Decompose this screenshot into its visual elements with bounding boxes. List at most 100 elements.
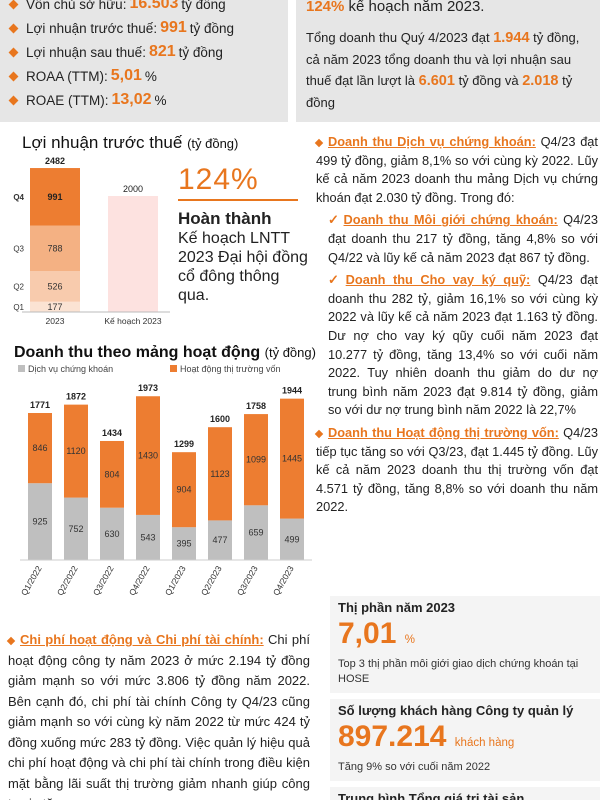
x-tick-label: Q4/2022 (127, 564, 152, 597)
x-tick-label: Q3/2022 (91, 564, 116, 597)
total-label: 1434 (102, 428, 122, 438)
section-heading: Doanh thu Môi giới chứng khoán: (343, 212, 558, 228)
kpi-suffix: % (144, 68, 157, 84)
section-body: Q4/23 đạt doanh thu 217 tỷ đồng, tăng 4,… (328, 212, 598, 265)
diamond-bullet-icon (314, 429, 324, 439)
kpi-profit-after-tax: Lợi nhuận sau thuế: 821 tỷ đồng (8, 40, 278, 64)
x-tick-label: Q2/2023 (199, 564, 224, 597)
stat-suffix: % (404, 634, 415, 646)
kpi-value: 16.503 (129, 0, 179, 12)
cost-body: Chi phí hoạt động công ty năm 2023 ở mức… (8, 632, 310, 800)
bar-securities-services (136, 514, 160, 560)
total-label: 1600 (210, 414, 230, 424)
total-label: 1758 (246, 401, 266, 411)
stat-value: 7,01 (338, 617, 397, 650)
kpi-label: Vốn chủ sở hữu: (26, 0, 127, 12)
kpi-label: ROAE (TTM): (26, 92, 109, 108)
revenue-details: Doanh thu Dịch vụ chứng khoán: Q4/23 đạt… (314, 133, 598, 521)
data-label: 543 (140, 532, 155, 542)
bar-securities-services (28, 483, 52, 560)
legend-swatch (170, 365, 177, 372)
data-label: 1120 (66, 446, 85, 456)
kpi-value: 5,01 (110, 67, 142, 84)
total-assets-stat: Trung bình Tổng giá trị tài sản (330, 787, 600, 800)
completion-text: Kế hoạch LNTT 2023 Đại hội đồng cổ đông … (178, 230, 308, 304)
data-label: 1123 (210, 469, 229, 479)
stat-value-row: 897.214 khách hàng (338, 720, 592, 760)
summary-box: 124% kế hoạch năm 2023. Tổng doanh thu Q… (296, 0, 600, 122)
diamond-bullet-icon (8, 23, 19, 33)
q4-revenue-value: 1.944 (493, 30, 530, 46)
summary-text: tỷ đồng và (458, 73, 519, 88)
data-label: 788 (47, 243, 62, 253)
kpi-equity: Vốn chủ sở hữu: 16.503 tỷ đồng (8, 0, 278, 16)
chart-title-text: Lợi nhuận trước thuế (22, 133, 183, 152)
total-label: 1944 (282, 386, 302, 396)
profit-bar-segment (30, 301, 80, 312)
bar-capital-markets (208, 427, 232, 521)
total-label: 1872 (66, 392, 86, 402)
segment-chart: Dịch vụ chứng khoán Hoạt động thị trường … (18, 364, 312, 597)
data-label: 1099 (246, 455, 266, 465)
x-tick-label: Q1/2022 (19, 564, 44, 597)
data-label: 177 (47, 302, 62, 312)
diamond-bullet-icon (8, 47, 19, 57)
total-label: 1973 (138, 383, 158, 393)
kpi-suffix: tỷ đồng (189, 20, 235, 36)
profit-bar-segment (30, 225, 80, 272)
x-tick-label: Q2/2022 (55, 564, 80, 597)
chart-unit: (tỷ đồng) (187, 136, 239, 151)
kpi-suffix: % (154, 92, 167, 108)
kpi-suffix: tỷ đồng (181, 0, 226, 12)
capital-markets-section: Doanh thu Hoạt động thị trường vốn: Q4/2… (314, 424, 598, 517)
chart-title-text: Doanh thu theo mảng hoạt động (14, 344, 261, 361)
x-tick-label: Q3/2023 (235, 564, 260, 597)
data-label: 846 (32, 443, 47, 453)
check-icon: ✓ (328, 212, 341, 228)
summary-text: tỷ đồng (306, 73, 573, 110)
profit-chart-title: Lợi nhuận trước thuế (tỷ đồng) (22, 133, 238, 153)
bar-capital-markets (28, 413, 52, 484)
kpi-label: ROAA (TTM): (26, 68, 108, 84)
cost-section: Chi phí hoạt động và Chi phí tài chính: … (6, 630, 310, 800)
year-revenue-value: 6.601 (418, 73, 455, 89)
divider (178, 199, 298, 201)
section-body: Q4/23 đạt doanh thu 282 tỷ, giảm 16,1% s… (328, 272, 598, 418)
total-label: 2482 (45, 156, 65, 166)
kpi-label: Lợi nhuận sau thuế: (26, 44, 146, 60)
kpi-label: Lợi nhuận trước thuế: (26, 20, 158, 36)
legend-swatch (18, 365, 25, 372)
diamond-bullet-icon (6, 636, 16, 646)
bar-capital-markets (100, 440, 124, 508)
diamond-bullet-icon (8, 71, 19, 81)
bar-securities-services (64, 497, 88, 560)
kpi-suffix: tỷ đồng (178, 44, 223, 60)
completion-heading: Hoàn thành (178, 209, 272, 228)
stat-suffix: khách hàng (454, 737, 515, 749)
kpi-value: 821 (148, 43, 176, 60)
section-heading: Doanh thu Hoạt động thị trường vốn: (328, 424, 559, 440)
stat-value-row: 7,01 % (338, 617, 592, 657)
section-body: Q4/23 tiếp tục tăng so với Q3/23, đạt 1.… (316, 424, 598, 515)
data-label: 1430 (138, 451, 158, 461)
data-label: 526 (47, 281, 62, 291)
bar-securities-services (100, 507, 124, 560)
revenue-summary: Tổng doanh thu Quý 4/2023 đạt 1.944 tỷ đ… (306, 27, 590, 113)
profit-bar-segment (30, 168, 80, 226)
total-label: 1771 (30, 400, 50, 410)
x-tick-label: 2023 (46, 316, 65, 326)
stat-title: Số lượng khách hàng Công ty quản lý (338, 703, 574, 718)
stack-label: Q1 (13, 303, 24, 312)
data-label: 659 (248, 528, 263, 538)
plan-completion-line: 124% kế hoạch năm 2023. (306, 0, 590, 17)
data-label: 804 (104, 469, 119, 479)
margin-lending-section: ✓ Doanh thu Cho vay ký quỹ: Q4/23 đạt doa… (316, 271, 598, 420)
stack-label: Q2 (13, 282, 24, 291)
summary-text: Tổng doanh thu Quý 4/2023 đạt (306, 30, 490, 45)
segment-chart-title: Doanh thu theo mảng hoạt động (tỷ đồng) (14, 344, 316, 362)
kpi-value: 991 (160, 19, 187, 36)
total-label: 2000 (123, 184, 143, 194)
stack-label: Q3 (13, 244, 24, 253)
stat-title: Thị phần năm 2023 (338, 600, 456, 615)
data-label: 752 (68, 524, 83, 534)
